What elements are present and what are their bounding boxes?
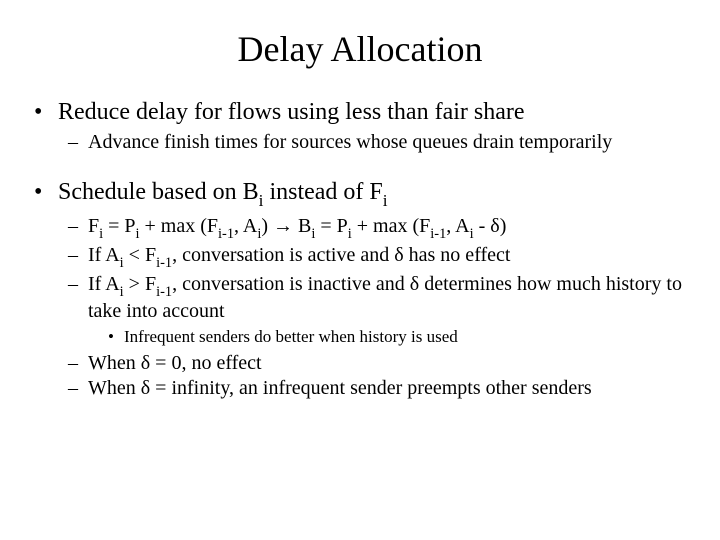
list-item: • Infrequent senders do better when hist… <box>108 327 692 347</box>
list-item-text: Reduce delay for flows using less than f… <box>58 98 525 127</box>
bullet-icon: • <box>108 327 124 347</box>
list-item: • Reduce delay for flows using less than… <box>28 98 692 154</box>
dash-icon: – <box>68 352 88 376</box>
bullet-list: • Reduce delay for flows using less than… <box>28 98 692 401</box>
list-item-text: If Ai < Fi-1, conversation is active and… <box>88 244 510 271</box>
list-item-text: Fi = Pi + max (Fi-1, Ai) → Bi = Pi + max… <box>88 215 506 242</box>
list-item: – If Ai < Fi-1, conversation is active a… <box>68 244 692 271</box>
dash-icon: – <box>68 215 88 242</box>
list-item: – If Ai > Fi-1, conversation is inactive… <box>68 273 692 348</box>
bullet-icon: • <box>28 98 58 127</box>
page-title: Delay Allocation <box>28 28 692 70</box>
list-item-text: When δ = 0, no effect <box>88 352 262 376</box>
list-item-text: If Ai > Fi-1, conversation is inactive a… <box>88 273 692 324</box>
bullet-icon: • <box>28 178 58 211</box>
list-item: – When δ = infinity, an infrequent sende… <box>68 377 692 401</box>
list-item-text: Advance finish times for sources whose q… <box>88 131 612 155</box>
dash-icon: – <box>68 131 88 155</box>
list-item: – Fi = Pi + max (Fi-1, Ai) → Bi = Pi + m… <box>68 215 692 242</box>
dash-icon: – <box>68 377 88 401</box>
dash-icon: – <box>68 244 88 271</box>
list-item: – When δ = 0, no effect <box>68 352 692 376</box>
list-item: – Advance finish times for sources whose… <box>68 131 692 155</box>
list-item-text: When δ = infinity, an infrequent sender … <box>88 377 592 401</box>
list-item: • Schedule based on Bi instead of Fi – F… <box>28 178 692 401</box>
list-item-text: Schedule based on Bi instead of Fi <box>58 178 388 211</box>
list-item-text: Infrequent senders do better when histor… <box>124 327 458 347</box>
dash-icon: – <box>68 273 88 324</box>
